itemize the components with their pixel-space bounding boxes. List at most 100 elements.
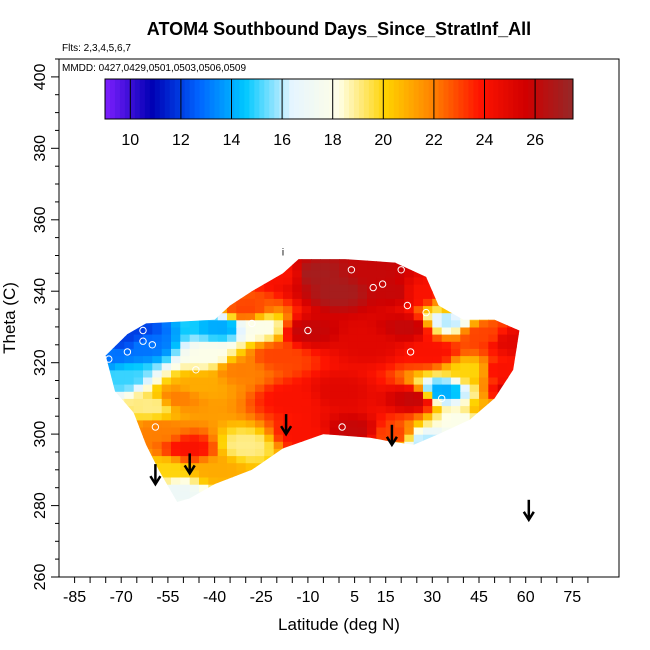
heatmap-cell xyxy=(189,376,200,385)
heatmap-cell xyxy=(526,341,536,349)
heatmap-cell xyxy=(432,391,443,399)
heatmap-cell xyxy=(339,384,349,392)
heatmap-cell xyxy=(348,419,359,428)
heatmap-cell xyxy=(516,269,520,278)
x-axis-tick-label: -85 xyxy=(63,589,86,606)
heatmap-cell xyxy=(385,398,396,407)
x-axis-tick-label: 30 xyxy=(423,589,441,606)
heatmap-cell xyxy=(469,455,480,464)
heatmap-cell xyxy=(189,491,200,499)
heatmap-cell xyxy=(255,334,265,342)
heatmap-cell xyxy=(255,305,265,314)
heatmap-cell xyxy=(526,391,536,399)
heatmap-cell xyxy=(329,419,340,428)
heatmap-cell xyxy=(171,455,181,464)
heatmap-cell xyxy=(283,469,293,478)
heatmap-cell xyxy=(105,369,107,378)
colorbar-segment xyxy=(488,79,494,119)
heatmap-cell xyxy=(227,284,237,292)
colorbar-segment xyxy=(299,79,305,119)
heatmap-cell xyxy=(423,312,433,321)
heatmap-cell xyxy=(395,291,405,299)
heatmap-cell xyxy=(423,419,433,428)
heatmap-cell xyxy=(236,248,246,256)
heatmap-cell xyxy=(152,276,163,285)
heatmap-cell xyxy=(385,391,396,399)
heatmap-cell xyxy=(245,326,256,335)
heatmap-cell xyxy=(115,448,125,457)
heatmap-cell xyxy=(441,462,452,471)
heatmap-cell xyxy=(423,398,433,407)
heatmap-cell xyxy=(124,312,135,321)
heatmap-cell xyxy=(236,419,247,428)
heatmap-cell xyxy=(320,262,331,271)
heatmap-cell xyxy=(199,398,209,407)
heatmap-cell xyxy=(273,269,284,278)
heatmap-cell xyxy=(460,262,471,271)
heatmap-cell xyxy=(143,384,153,392)
heatmap-cell xyxy=(124,376,135,385)
heatmap-cell xyxy=(441,427,452,435)
heatmap-cell xyxy=(404,384,415,392)
heatmap-cell xyxy=(227,305,237,314)
heatmap-cell xyxy=(115,248,125,256)
heatmap-cell xyxy=(413,276,424,285)
heatmap-cell xyxy=(497,484,508,492)
heatmap-cell xyxy=(497,298,508,307)
heatmap-cell xyxy=(479,448,489,457)
heatmap-cell xyxy=(413,355,424,364)
heatmap-cell xyxy=(469,384,480,392)
heatmap-cell xyxy=(152,405,163,414)
heatmap-cell xyxy=(208,369,219,378)
heatmap-cell xyxy=(376,506,386,514)
heatmap-cell xyxy=(115,326,125,335)
heatmap-cell xyxy=(469,305,480,314)
heatmap-cell xyxy=(469,362,480,371)
heatmap-cell xyxy=(105,412,116,421)
colorbar-segment xyxy=(493,79,499,119)
heatmap-cell xyxy=(133,348,144,357)
heatmap-cell xyxy=(227,469,237,478)
heatmap-cell xyxy=(451,506,461,514)
heatmap-cell xyxy=(124,259,135,264)
heatmap-cell xyxy=(358,506,368,514)
heatmap-cell xyxy=(423,384,433,392)
heatmap-cell xyxy=(357,326,368,335)
heatmap-cell xyxy=(161,462,172,471)
heatmap-cell xyxy=(302,506,312,514)
heatmap-cell xyxy=(507,262,517,271)
heatmap-cell xyxy=(497,419,508,428)
heatmap-cell xyxy=(115,462,125,471)
heatmap-cell xyxy=(339,369,349,378)
heatmap-cell xyxy=(469,484,480,492)
heatmap-cell xyxy=(264,326,275,335)
heatmap-cell xyxy=(208,298,219,307)
heatmap-cell xyxy=(236,412,247,421)
heatmap-cell xyxy=(190,506,200,514)
heatmap-cell xyxy=(348,491,359,499)
colorbar-segment xyxy=(363,79,370,119)
heatmap-cell xyxy=(339,341,349,349)
heatmap-cell xyxy=(469,434,480,442)
heatmap-cell xyxy=(124,434,135,442)
heatmap-cell xyxy=(348,498,359,502)
colorbar-segment xyxy=(124,79,131,119)
colorbar-segment xyxy=(269,79,275,119)
colorbar-segment xyxy=(413,79,420,119)
heatmap-cell xyxy=(526,248,536,256)
heatmap-cell xyxy=(376,448,387,457)
heatmap-cell xyxy=(171,405,181,414)
heatmap-cell xyxy=(143,341,153,349)
heatmap-cell xyxy=(115,384,125,392)
heatmap-cell xyxy=(320,427,331,435)
heatmap-cell xyxy=(292,284,303,292)
heatmap-cell xyxy=(217,369,228,378)
heatmap-cell xyxy=(311,462,321,471)
heatmap-cell xyxy=(413,326,424,335)
heatmap-cell xyxy=(451,419,461,428)
heatmap-cell xyxy=(367,326,377,335)
heatmap-cell xyxy=(143,427,153,435)
sample-point xyxy=(378,280,387,288)
heatmap-cell xyxy=(143,434,153,442)
colorbar-segment xyxy=(533,79,539,119)
